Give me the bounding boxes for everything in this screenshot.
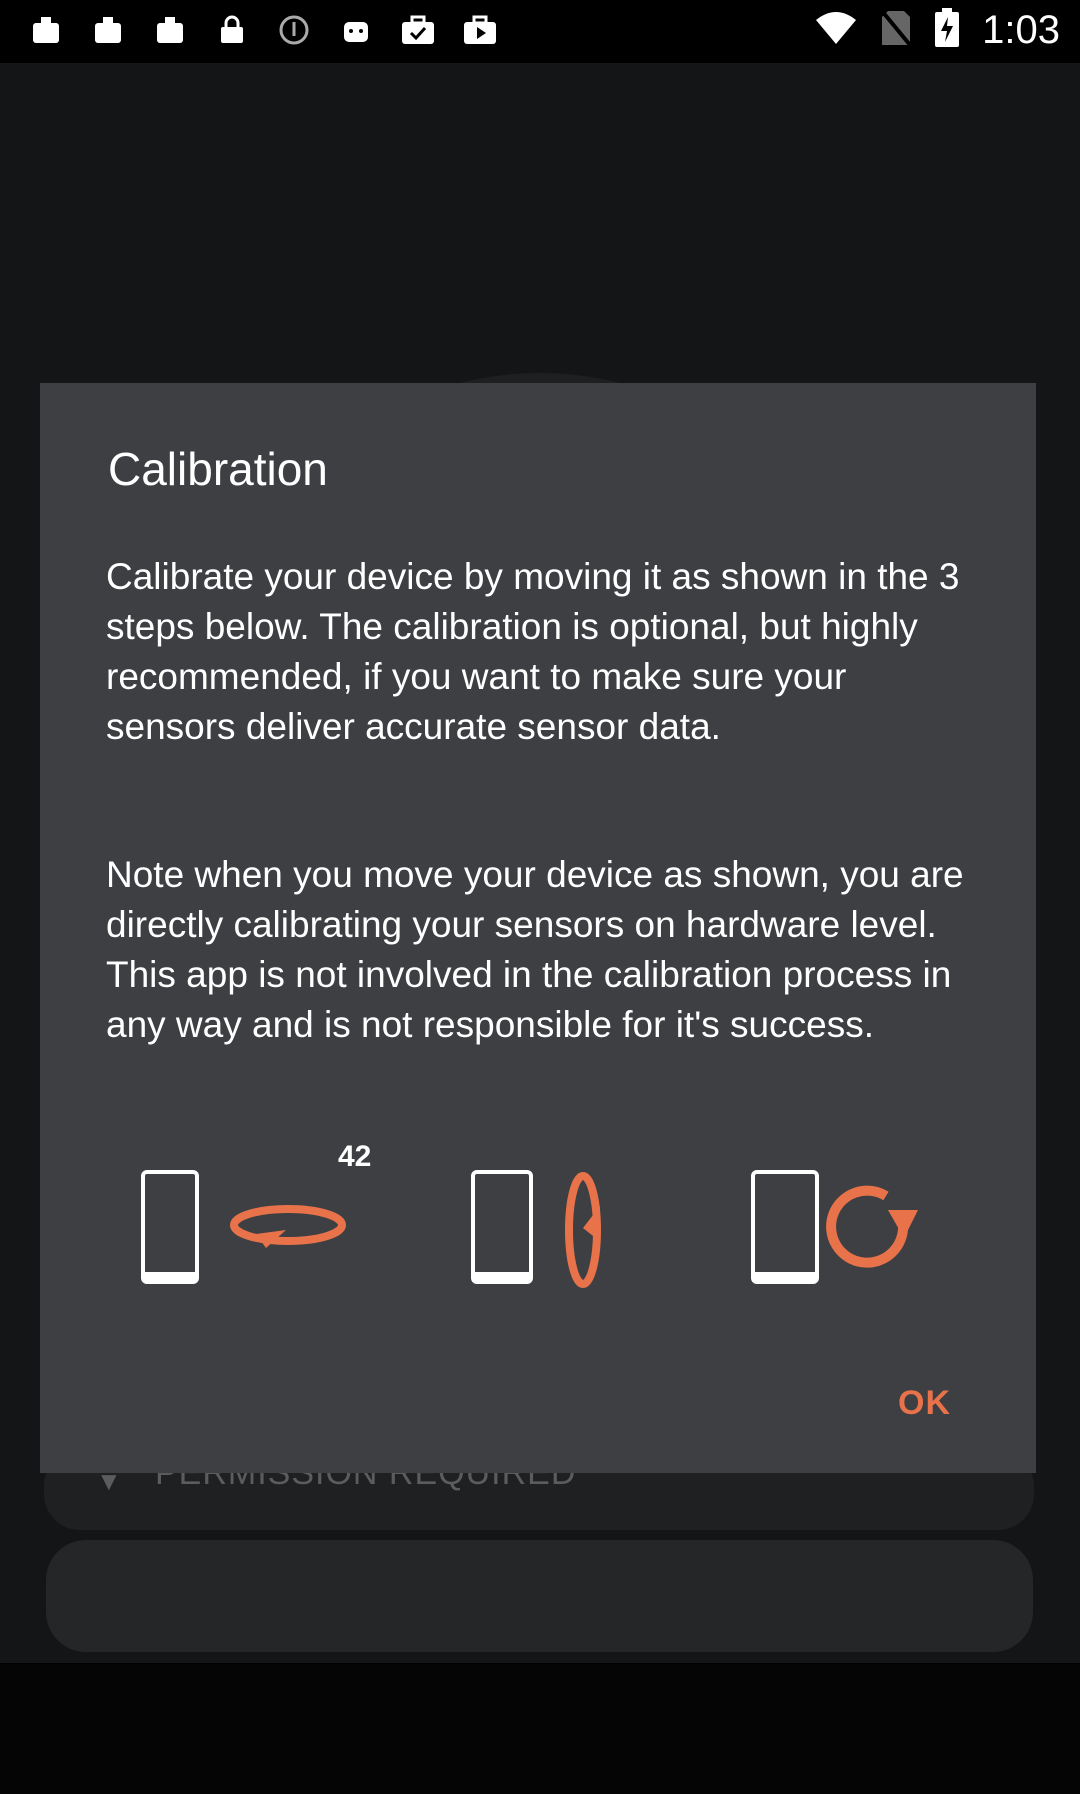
- lock-icon: [214, 12, 250, 48]
- wifi-icon: [814, 10, 858, 51]
- dialog-title: Calibration: [108, 443, 328, 495]
- ok-button[interactable]: OK: [898, 1384, 951, 1422]
- info-icon: [276, 12, 312, 48]
- step-3-image: [748, 1168, 928, 1297]
- step-1-image: [138, 1168, 348, 1297]
- rotate-horizontal-phone-icon: [141, 1170, 346, 1284]
- step-2-image: [468, 1168, 618, 1297]
- status-bar: 1:03: [0, 0, 1080, 63]
- battery-charging-icon: [934, 8, 960, 53]
- notification-icon: [152, 12, 188, 48]
- bottom-text-button[interactable]: [46, 1540, 1033, 1652]
- calibration-dialog: [40, 383, 1036, 1473]
- android-icon: [338, 12, 374, 48]
- briefcase-play-icon: [462, 12, 498, 48]
- calibration-note: Note when you move your device as shown,…: [106, 854, 964, 1045]
- step-1-label: 42: [338, 1140, 372, 1173]
- clock: 1:03: [982, 8, 1060, 52]
- navigation-area: [0, 1664, 1080, 1794]
- no-sim-icon: [880, 9, 912, 52]
- rotate-clockwise-phone-icon: [751, 1170, 918, 1284]
- notification-icon: [90, 12, 126, 48]
- briefcase-check-icon: [400, 12, 436, 48]
- rotate-vertical-phone-icon: [471, 1170, 601, 1288]
- notification-icon: [28, 12, 64, 48]
- calibration-description: Calibrate your device by moving it as sh…: [106, 556, 960, 747]
